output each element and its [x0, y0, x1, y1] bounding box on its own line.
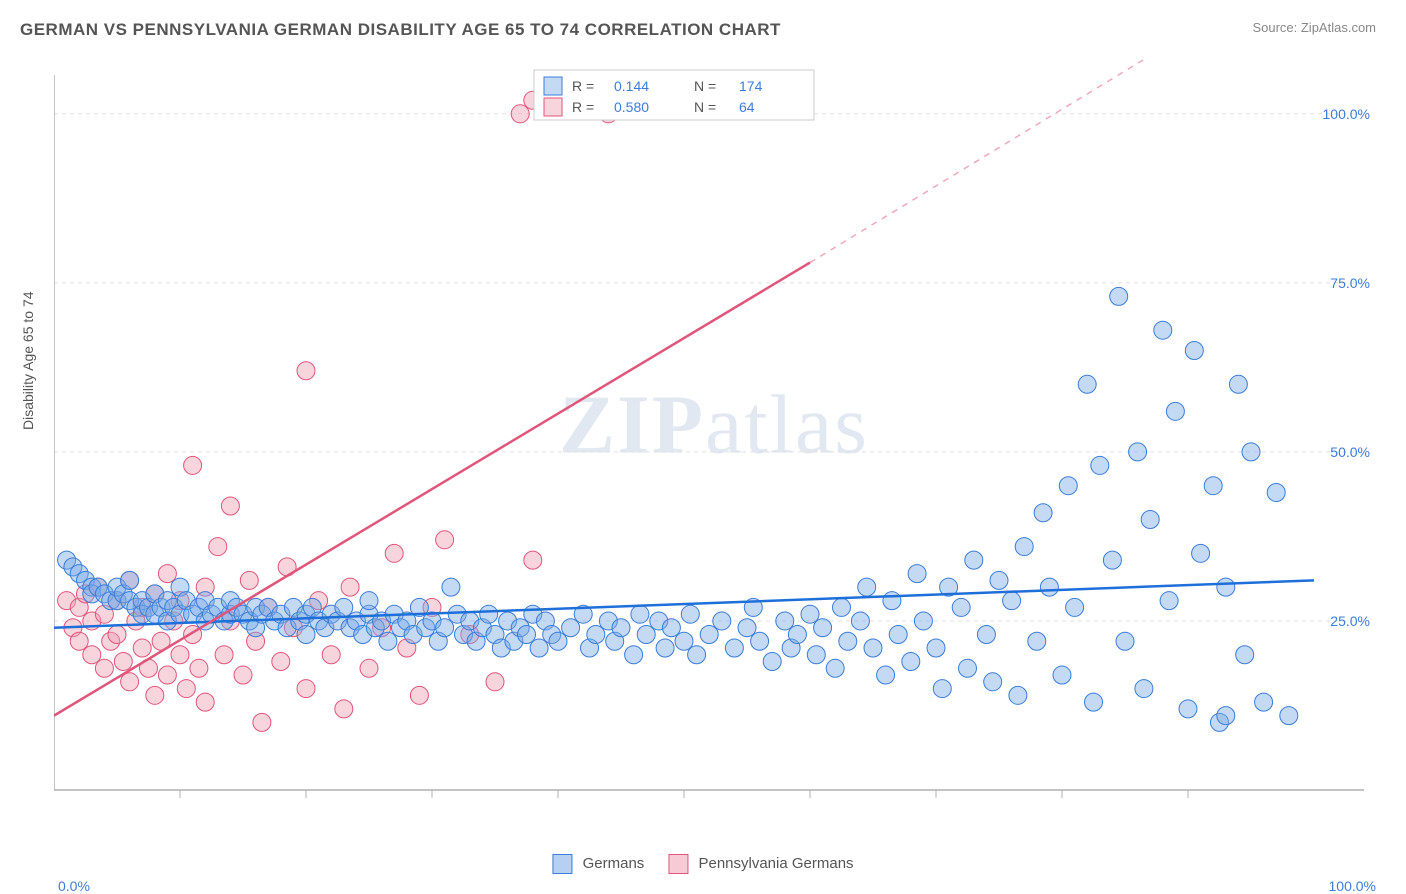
- header-row: GERMAN VS PENNSYLVANIA GERMAN DISABILITY…: [0, 0, 1406, 50]
- svg-text:N =: N =: [694, 99, 716, 115]
- svg-text:50.0%: 50.0%: [1330, 444, 1370, 460]
- swatch-blue: [552, 854, 572, 874]
- svg-text:R =: R =: [572, 99, 594, 115]
- y-axis-label: Disability Age 65 to 74: [20, 291, 36, 430]
- svg-text:25.0%: 25.0%: [1330, 613, 1370, 629]
- legend-label-germans: Germans: [583, 855, 645, 872]
- chart-area: ZIPatlas 25.0%50.0%75.0%100.0%R =0.144N …: [54, 60, 1374, 820]
- legend-item-germans: Germans: [552, 854, 644, 874]
- bottom-legend: Germans Pennsylvania Germans: [552, 854, 853, 874]
- svg-text:174: 174: [739, 78, 763, 94]
- chart-title: GERMAN VS PENNSYLVANIA GERMAN DISABILITY…: [20, 20, 781, 40]
- svg-text:75.0%: 75.0%: [1330, 275, 1370, 291]
- source-label: Source: ZipAtlas.com: [1252, 20, 1376, 35]
- scatter-plot: 25.0% 50.0% 75.0% 100.0% R = 0.144 N = 174 R = 0.…: [54, 60, 1374, 820]
- svg-text:64: 64: [739, 99, 755, 115]
- swatch-pink: [668, 854, 688, 874]
- legend-label-pa-germans: Pennsylvania Germans: [698, 855, 853, 872]
- svg-text:N =: N =: [694, 78, 716, 94]
- svg-text:0.144: 0.144: [614, 78, 649, 94]
- legend-item-pa-germans: Pennsylvania Germans: [668, 854, 853, 874]
- svg-text:0.580: 0.580: [614, 99, 649, 115]
- svg-text:R =: R =: [572, 78, 594, 94]
- svg-text:100.0%: 100.0%: [1323, 106, 1370, 122]
